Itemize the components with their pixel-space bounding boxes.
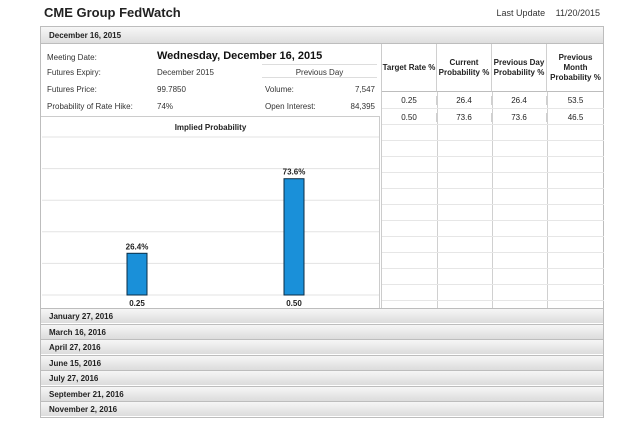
meeting-tab[interactable]: November 2, 2016 — [41, 401, 603, 416]
last-update-label: Last Update — [496, 8, 546, 18]
chart-canvas: 26.4% 0.25 73.6% 0.50 — [42, 136, 379, 308]
meeting-tab-active[interactable]: December 16, 2015 — [41, 27, 603, 44]
table-row-divider — [382, 188, 604, 189]
table-row-divider — [382, 156, 604, 157]
table-row-divider — [382, 220, 604, 221]
table-row-divider — [382, 236, 604, 237]
volume-label: Volume: — [265, 85, 294, 94]
futures-price-value: 99.7850 — [157, 85, 186, 94]
header: CME Group FedWatch Last Update 11/20/201… — [40, 0, 604, 26]
prob-hike-value: 74% — [157, 102, 174, 111]
meeting-tab[interactable]: March 16, 2016 — [41, 323, 603, 339]
previous-day-heading: Previous Day — [262, 64, 377, 78]
cell-previous-day-probability: 26.4 — [492, 96, 547, 105]
table-row-divider — [382, 140, 604, 141]
chart-title: Implied Probability — [174, 123, 247, 132]
data-label: 73.6% — [283, 168, 306, 177]
table-column-divider — [492, 92, 493, 308]
x-tick-label: 0.25 — [129, 299, 145, 308]
col-header-current-probability: Current Probability % — [437, 44, 492, 92]
futures-expiry-label: Futures Expiry: — [47, 68, 101, 77]
table-column-divider — [437, 92, 438, 308]
fedwatch-panel: December 16, 2015 Meeting Date: Wednesda… — [40, 26, 604, 418]
open-interest-label: Open Interest: — [265, 102, 316, 111]
last-update-value: 11/20/2015 — [555, 8, 600, 18]
data-label: 26.4% — [126, 242, 149, 251]
table-row-divider — [382, 268, 604, 269]
meeting-tab[interactable]: June 15, 2016 — [41, 354, 603, 370]
probability-table: Target Rate % Current Probability % Prev… — [381, 44, 604, 308]
futures-price-label: Futures Price: — [47, 85, 97, 94]
bar-0.50 — [283, 178, 305, 296]
col-header-previous-month-probability: Previous Month Probability % — [547, 44, 604, 92]
cell-target-rate: 0.50 — [382, 113, 437, 122]
cell-previous-day-probability: 73.6 — [492, 113, 547, 122]
meeting-tab[interactable]: September 21, 2016 — [41, 385, 603, 401]
meeting-tab[interactable]: July 27, 2016 — [41, 370, 603, 385]
last-update: Last Update 11/20/2015 — [489, 8, 600, 18]
table-row-divider — [382, 204, 604, 205]
volume-value: 7,547 — [354, 85, 375, 94]
app-title: CME Group FedWatch — [44, 5, 181, 20]
table-row-divider — [382, 300, 604, 301]
meeting-date-value: Wednesday, December 16, 2015 — [157, 50, 323, 62]
futures-expiry-value: December 2015 — [157, 68, 214, 77]
prob-hike-label: Probability of Rate Hike: — [47, 102, 133, 111]
meeting-detail: Meeting Date: Wednesday, December 16, 20… — [41, 44, 604, 308]
table-row-divider — [382, 252, 604, 253]
table-row-divider — [382, 124, 604, 125]
implied-probability-chart: 26.4% 0.25 73.6% 0.50 Implied Probability — [41, 116, 380, 308]
col-header-previous-day-probability: Previous Day Probability % — [492, 44, 547, 92]
open-interest-value: 84,395 — [350, 102, 375, 111]
cell-current-probability: 26.4 — [437, 96, 492, 105]
meeting-tab[interactable]: April 27, 2016 — [41, 339, 603, 354]
cell-target-rate: 0.25 — [382, 96, 437, 105]
col-header-target-rate: Target Rate % — [382, 44, 437, 92]
table-row-divider — [382, 108, 604, 109]
table-column-divider — [547, 92, 548, 308]
meeting-tab[interactable]: January 27, 2016 — [41, 308, 603, 323]
meeting-date-label: Meeting Date: — [47, 53, 97, 62]
table-row-divider — [382, 284, 604, 285]
meeting-info: Meeting Date: Wednesday, December 16, 20… — [41, 44, 381, 134]
bar-0.25 — [126, 252, 148, 296]
cell-current-probability: 73.6 — [437, 113, 492, 122]
x-tick-label: 0.50 — [286, 299, 302, 308]
cell-previous-month-probability: 46.5 — [567, 113, 584, 122]
cell-previous-month-probability: 53.5 — [567, 96, 584, 105]
table-row-divider — [382, 172, 604, 173]
